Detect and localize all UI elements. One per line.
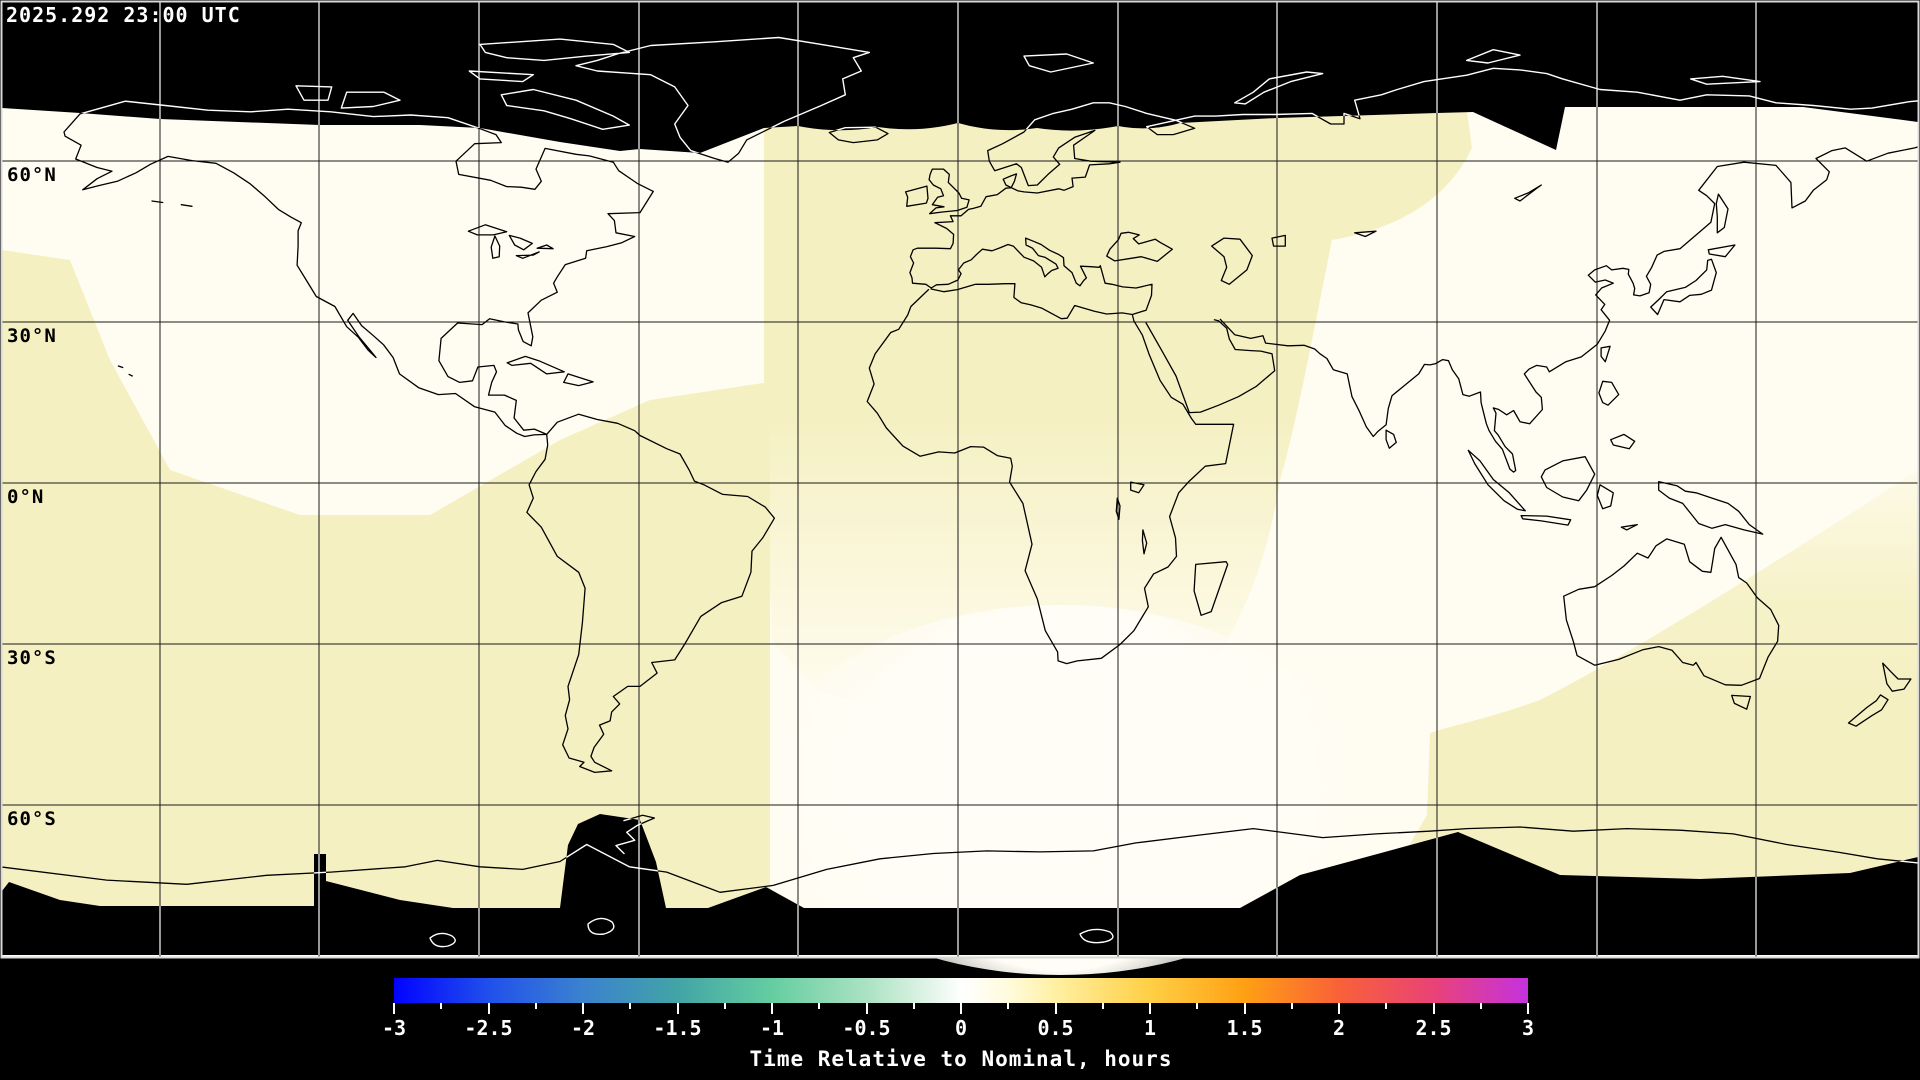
- latitude-label-30n: 30°N: [7, 325, 57, 347]
- swath-yellow-southeast: [1397, 470, 1918, 908]
- timestamp-label: 2025.292 23:00 UTC: [6, 3, 241, 27]
- no-data-band-north: [2, 2, 1918, 153]
- white-region-south-atlantic: [760, 605, 1360, 975]
- latitude-label-30s: 30°S: [7, 647, 57, 669]
- swath-yellow-west: [2, 250, 770, 908]
- graticule-dark: [2, 2, 1918, 957]
- no-data-band-south: [2, 814, 1918, 955]
- latitude-label-0n: 0°N: [7, 486, 45, 508]
- latitude-label-60n: 60°N: [7, 164, 57, 186]
- map-frame: [0, 0, 1920, 959]
- latitude-label-60s: 60°S: [7, 808, 57, 830]
